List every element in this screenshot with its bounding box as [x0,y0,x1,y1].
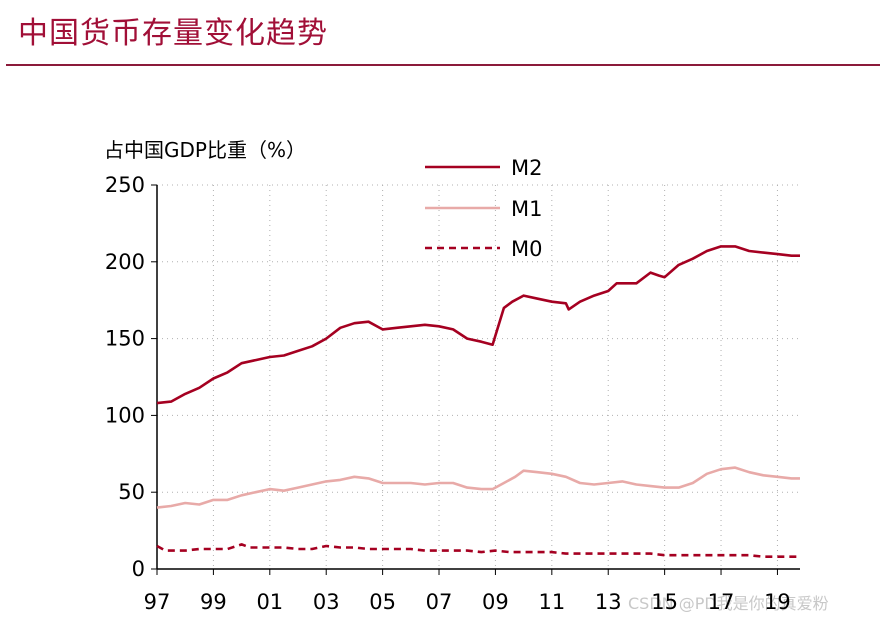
x-tick-label: 13 [595,590,622,614]
x-tick-label: 11 [538,590,565,614]
y-tick-label: 100 [105,403,145,427]
x-tick-label: 09 [482,590,509,614]
x-tick-label: 99 [200,590,227,614]
y-tick-label: 200 [105,250,145,274]
x-tick-label: 01 [256,590,283,614]
legend-label-m2: M2 [511,156,542,180]
x-tick-labels: 97 99 01 03 05 07 09 11 13 15 17 19 [144,590,791,614]
y-tick-label: 0 [132,557,145,581]
x-tick-label: 97 [144,590,171,614]
y-tick-labels: 0 50 100 150 200 250 [105,173,145,581]
y-axis-label: 占中国GDP比重（%） [104,138,306,162]
legend-label-m0: M0 [511,237,542,261]
page-title: 中国货币存量变化趋势 [18,16,328,51]
y-tick-label: 150 [105,327,145,351]
x-tick-label: 17 [708,590,735,614]
x-tick-label: 07 [426,590,453,614]
grid-lines [157,184,800,569]
legend-label-m1: M1 [511,197,542,221]
series-line-m0 [156,543,800,558]
watermark: CSDN @PD我是你的真爱粉 [628,594,829,613]
title-divider [6,64,880,66]
x-tick-label: 03 [313,590,340,614]
x-tick-label: 05 [369,590,396,614]
x-tick-label: 19 [764,590,791,614]
legend: M2 M1 M0 [425,156,542,261]
series-line-m2 [156,245,800,405]
x-tick-label: 15 [651,590,678,614]
y-tick-label: 250 [105,173,145,197]
y-tick-label: 50 [118,480,145,504]
axes [151,184,800,575]
series-line-m1 [156,466,800,509]
series-lines [156,245,800,558]
